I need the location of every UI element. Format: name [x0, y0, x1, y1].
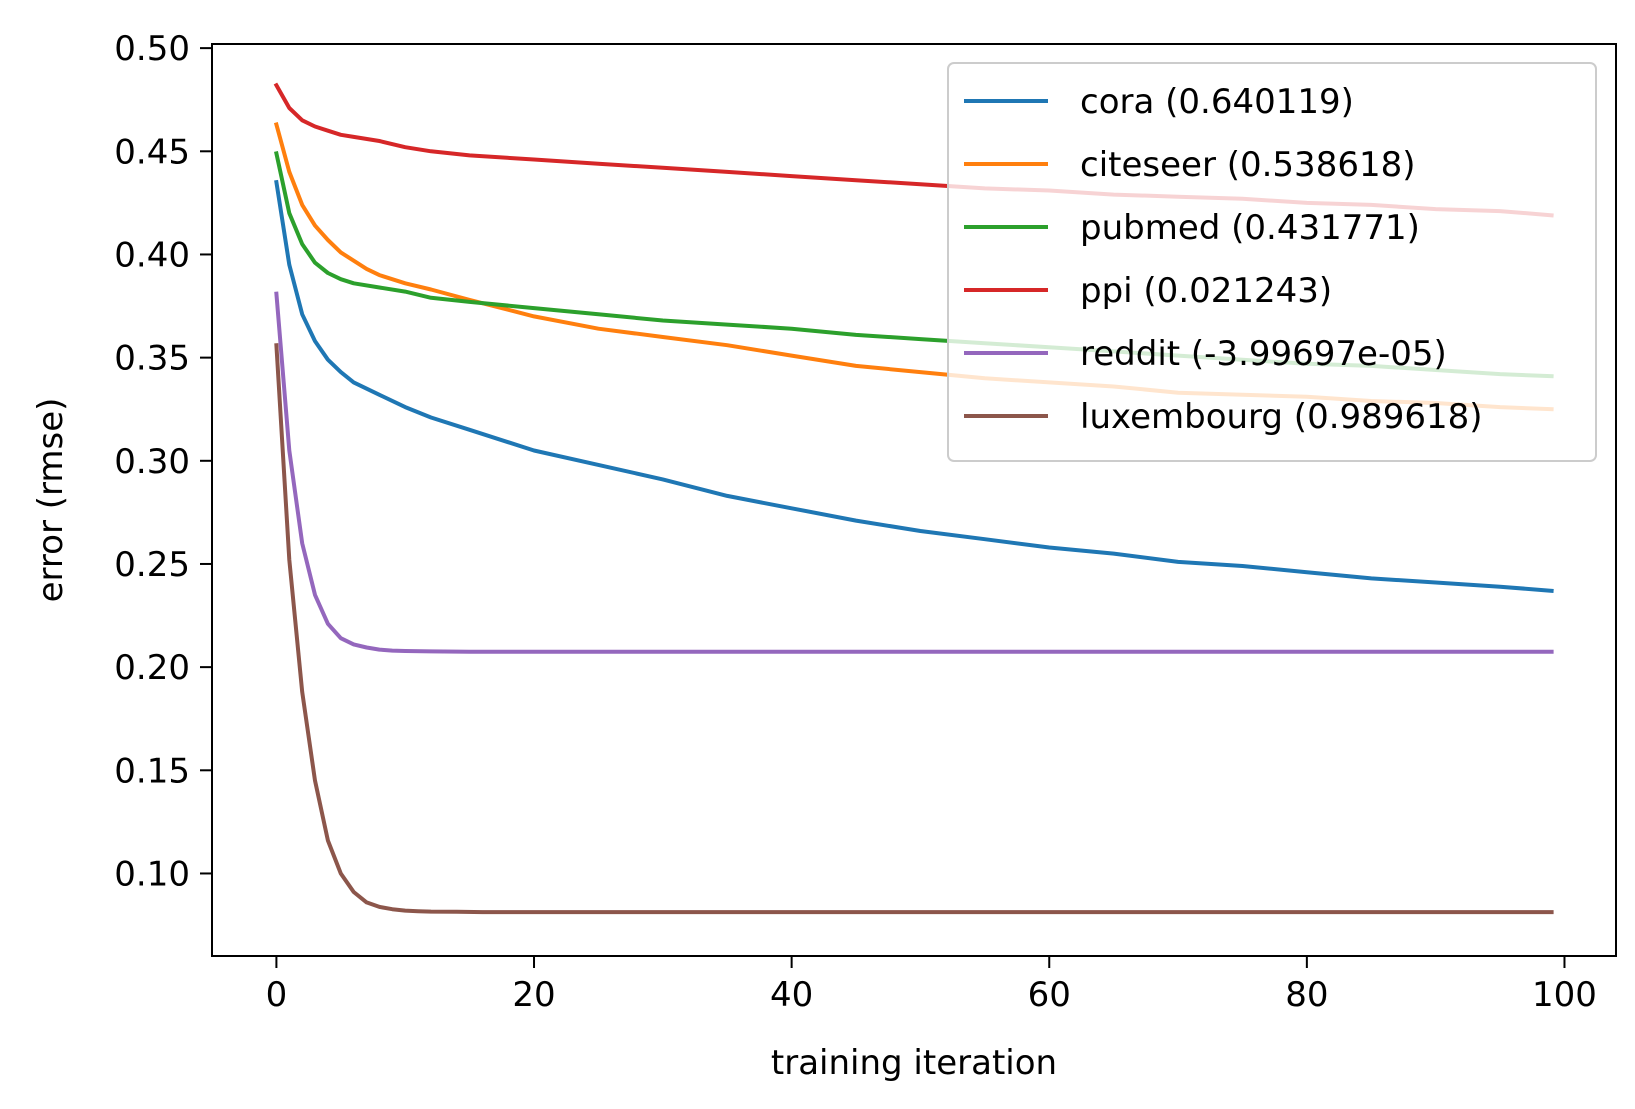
legend-box	[947, 62, 1597, 462]
series-line-5	[274, 343, 1554, 915]
x-axis-label: training iteration	[771, 1043, 1057, 1083]
x-tick-label: 100	[1532, 975, 1597, 1015]
x-tick-label: 20	[512, 975, 555, 1015]
plot-frame	[211, 43, 1617, 957]
y-axis: 0.10 0.15 0.20 0.25 0.30 0.35 0.40 0.45 0.50	[114, 29, 212, 894]
y-tick-label: 0.50	[114, 29, 190, 69]
legend-label: pubmed (0.431771)	[1080, 208, 1420, 248]
legend-label: reddit (-3.99697e-05)	[1080, 334, 1447, 374]
x-axis: 0 20 40 60 80 100	[266, 956, 1597, 1015]
x-tick-label: 60	[1028, 975, 1071, 1015]
x-tick-label: 0	[266, 975, 288, 1015]
legend-label: citeseer (0.538618)	[1080, 145, 1415, 185]
series-line-0	[274, 179, 1554, 593]
legend-label: luxembourg (0.989618)	[1080, 397, 1483, 437]
x-tick-label: 40	[770, 975, 813, 1015]
legend-label: cora (0.640119)	[1080, 82, 1354, 122]
y-tick-label: 0.15	[114, 751, 190, 791]
y-tick-label: 0.40	[114, 235, 190, 275]
legend-label: ppi (0.021243)	[1080, 271, 1332, 311]
y-tick-label: 0.35	[114, 339, 190, 379]
y-tick-label: 0.10	[114, 854, 190, 894]
y-tick-label: 0.45	[114, 132, 190, 172]
y-tick-label: 0.30	[114, 442, 190, 482]
legend: cora (0.640119) citeseer (0.538618) pubmed…	[947, 62, 1597, 462]
series-line-4	[274, 291, 1554, 654]
y-tick-label: 0.20	[114, 648, 190, 688]
series-layer	[273, 82, 1554, 915]
y-tick-label: 0.25	[114, 545, 190, 585]
x-tick-label: 80	[1285, 975, 1328, 1015]
y-axis-label: error (rmse)	[31, 398, 71, 603]
